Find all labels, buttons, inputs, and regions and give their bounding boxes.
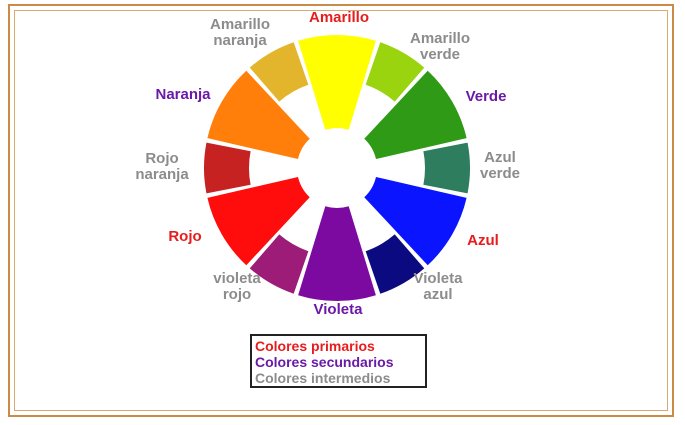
- label-line: Amarillo: [210, 16, 270, 33]
- segment-azul: [364, 176, 467, 266]
- label-line: Rojo: [145, 150, 178, 167]
- segment-azul-verde: [423, 142, 470, 194]
- legend-box: Colores primarios Colores secundarios Co…: [250, 334, 427, 388]
- segment-verde: [364, 70, 467, 160]
- legend-intermediate: Colores intermedios: [255, 370, 391, 386]
- label-azul-verde: Azul verde: [480, 149, 520, 182]
- segment-amarillo-verde: [365, 42, 425, 102]
- label-violeta: Violeta: [314, 301, 364, 318]
- label-line: naranja: [135, 166, 189, 183]
- label-naranja: Naranja: [155, 86, 211, 103]
- outer-frame: [8, 4, 674, 417]
- label-azul: Azul: [467, 232, 499, 249]
- center-triangle: [307, 144, 367, 194]
- segment-naranja: [207, 70, 310, 160]
- label-verde: Verde: [466, 88, 507, 105]
- label-line: Rojo: [168, 228, 201, 245]
- label-line: rojo: [223, 286, 251, 303]
- label-line: Violeta: [414, 270, 464, 287]
- segment-rojo: [207, 176, 310, 266]
- segment-violeta-rojo: [249, 234, 309, 294]
- legend-primary: Colores primarios: [255, 338, 375, 354]
- label-line: verde: [420, 46, 460, 63]
- label-line: Naranja: [155, 86, 211, 103]
- label-line: Verde: [466, 88, 507, 105]
- label-amarillo: Amarillo: [309, 9, 369, 26]
- segment-violeta-azul: [365, 234, 425, 294]
- label-line: violeta: [213, 270, 261, 287]
- label-line: Amarillo: [410, 30, 470, 47]
- label-rojo-naranja: Rojo naranja: [135, 150, 189, 183]
- segment-rojo-naranja: [204, 142, 251, 194]
- label-line: azul: [423, 286, 452, 303]
- label-amarillo-verde: Amarillo verde: [410, 30, 470, 63]
- inner-frame: [14, 10, 668, 411]
- legend-secondary: Colores secundarios: [255, 354, 394, 370]
- label-line: Amarillo: [309, 9, 369, 26]
- label-rojo: Rojo: [168, 228, 201, 245]
- label-line: Azul: [467, 232, 499, 249]
- label-line: Violeta: [314, 301, 364, 318]
- label-amarillo-naranja: Amarillo naranja: [210, 16, 270, 49]
- segment-amarillo: [298, 34, 376, 130]
- label-violeta-azul: Violeta azul: [414, 270, 464, 303]
- label-line: naranja: [213, 32, 267, 49]
- segment-violeta: [298, 206, 376, 301]
- label-line: verde: [480, 165, 520, 182]
- segment-amarillo-naranja: [249, 42, 309, 102]
- label-violeta-rojo: violeta rojo: [213, 270, 261, 303]
- label-line: Azul: [484, 149, 516, 166]
